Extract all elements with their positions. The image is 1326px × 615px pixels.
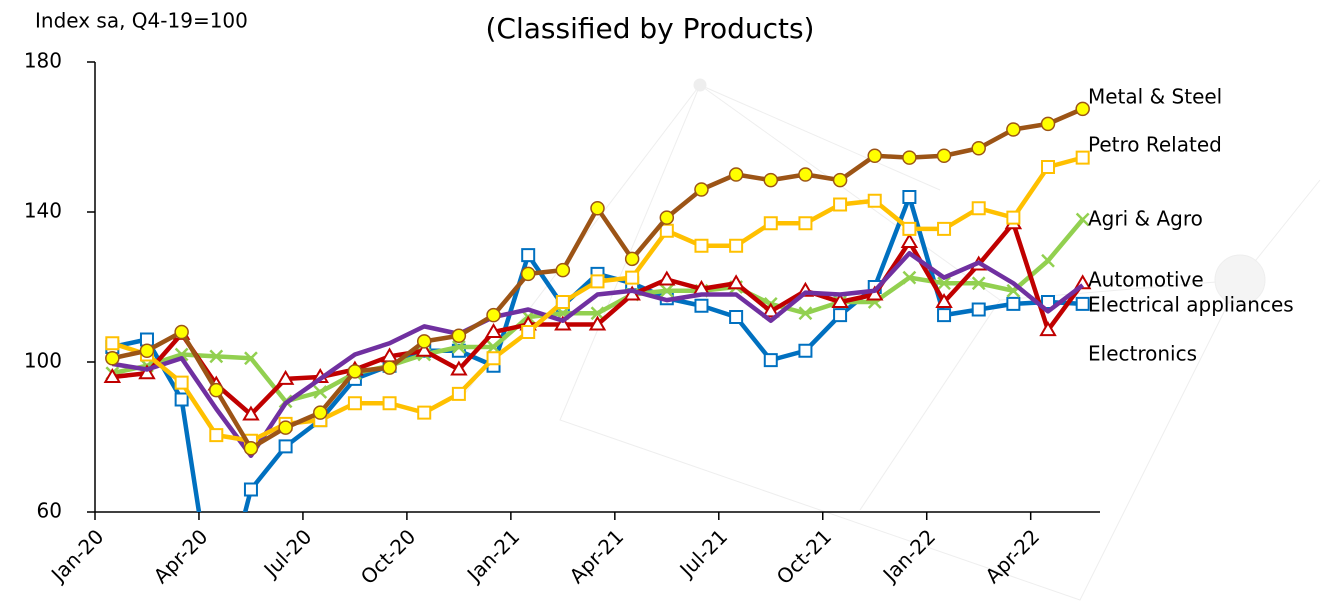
marker <box>522 249 534 261</box>
marker <box>730 168 743 181</box>
marker <box>902 235 916 247</box>
marker <box>418 407 430 419</box>
marker <box>487 309 500 322</box>
marker <box>1007 212 1019 224</box>
marker <box>938 309 950 321</box>
marker <box>556 264 569 277</box>
marker <box>279 421 292 434</box>
marker <box>522 267 535 280</box>
marker <box>799 345 811 357</box>
series-label: Petro Related <box>1088 133 1222 157</box>
marker <box>1077 152 1089 164</box>
marker <box>557 296 569 308</box>
marker <box>626 252 639 265</box>
x-tick-label: Oct-21 <box>772 524 837 589</box>
marker <box>660 211 673 224</box>
marker <box>244 442 257 455</box>
x-tick-label: Jan-20 <box>45 524 108 587</box>
marker <box>764 174 777 187</box>
chart: Index sa, Q4-19=100 (Classified by Produ… <box>0 0 1326 615</box>
marker <box>522 326 534 338</box>
marker <box>626 272 638 284</box>
y-tick-label: 60 <box>37 499 62 523</box>
marker <box>348 365 361 378</box>
marker <box>799 217 811 229</box>
marker <box>730 311 742 323</box>
marker <box>869 195 881 207</box>
marker <box>799 168 812 181</box>
marker <box>834 199 846 211</box>
marker <box>1042 117 1055 130</box>
marker <box>1007 123 1020 136</box>
marker <box>972 142 985 155</box>
series-label: Metal & Steel <box>1088 85 1222 109</box>
marker <box>592 275 604 287</box>
marker <box>695 300 707 312</box>
x-tick-label: Jul-20 <box>258 524 317 583</box>
marker <box>1042 161 1054 173</box>
marker <box>176 377 188 389</box>
marker <box>834 174 847 187</box>
marker <box>176 394 188 406</box>
series-label: Electrical appliances <box>1088 293 1294 317</box>
x-tick-label: Jul-21 <box>674 524 733 583</box>
marker <box>1077 298 1089 310</box>
y-tick-label: 100 <box>24 349 62 373</box>
marker <box>938 149 951 162</box>
marker <box>834 309 846 321</box>
x-tick-label: Apr-21 <box>565 524 629 588</box>
series-label: Electronics <box>1088 342 1197 366</box>
marker <box>695 183 708 196</box>
marker <box>903 151 916 164</box>
series-label: Automotive <box>1088 268 1204 292</box>
marker <box>903 223 915 235</box>
marker <box>903 191 915 203</box>
marker <box>868 149 881 162</box>
chart-title: (Classified by Products) <box>486 12 815 45</box>
marker <box>418 335 431 348</box>
marker <box>384 397 396 409</box>
marker <box>383 361 396 374</box>
marker <box>973 304 985 316</box>
x-tick-label: Jan-22 <box>877 524 940 587</box>
x-tick-label: Apr-22 <box>980 524 1044 588</box>
y-tick-label: 140 <box>24 199 62 223</box>
x-tick-label: Jan-21 <box>461 524 524 587</box>
marker <box>695 240 707 252</box>
marker <box>488 352 500 364</box>
marker <box>938 223 950 235</box>
marker <box>210 384 223 397</box>
x-tick-label: Oct-20 <box>356 524 421 589</box>
marker <box>106 352 119 365</box>
marker <box>591 202 604 215</box>
marker <box>314 406 327 419</box>
marker <box>245 484 257 496</box>
marker <box>106 337 118 349</box>
marker <box>452 329 465 342</box>
y-axis-label: Index sa, Q4-19=100 <box>35 9 248 33</box>
marker <box>661 225 673 237</box>
marker <box>765 217 777 229</box>
series-label: Agri & Agro <box>1088 207 1203 231</box>
marker <box>765 354 777 366</box>
marker <box>730 240 742 252</box>
marker <box>210 429 222 441</box>
y-tick-label: 180 <box>24 49 62 73</box>
marker <box>175 326 188 339</box>
marker <box>280 440 292 452</box>
marker <box>1007 298 1019 310</box>
marker <box>140 344 153 357</box>
marker <box>973 202 985 214</box>
marker <box>349 397 361 409</box>
marker <box>1077 214 1089 226</box>
marker <box>1042 255 1054 267</box>
marker <box>453 388 465 400</box>
x-tick-label: Apr-20 <box>149 524 213 588</box>
